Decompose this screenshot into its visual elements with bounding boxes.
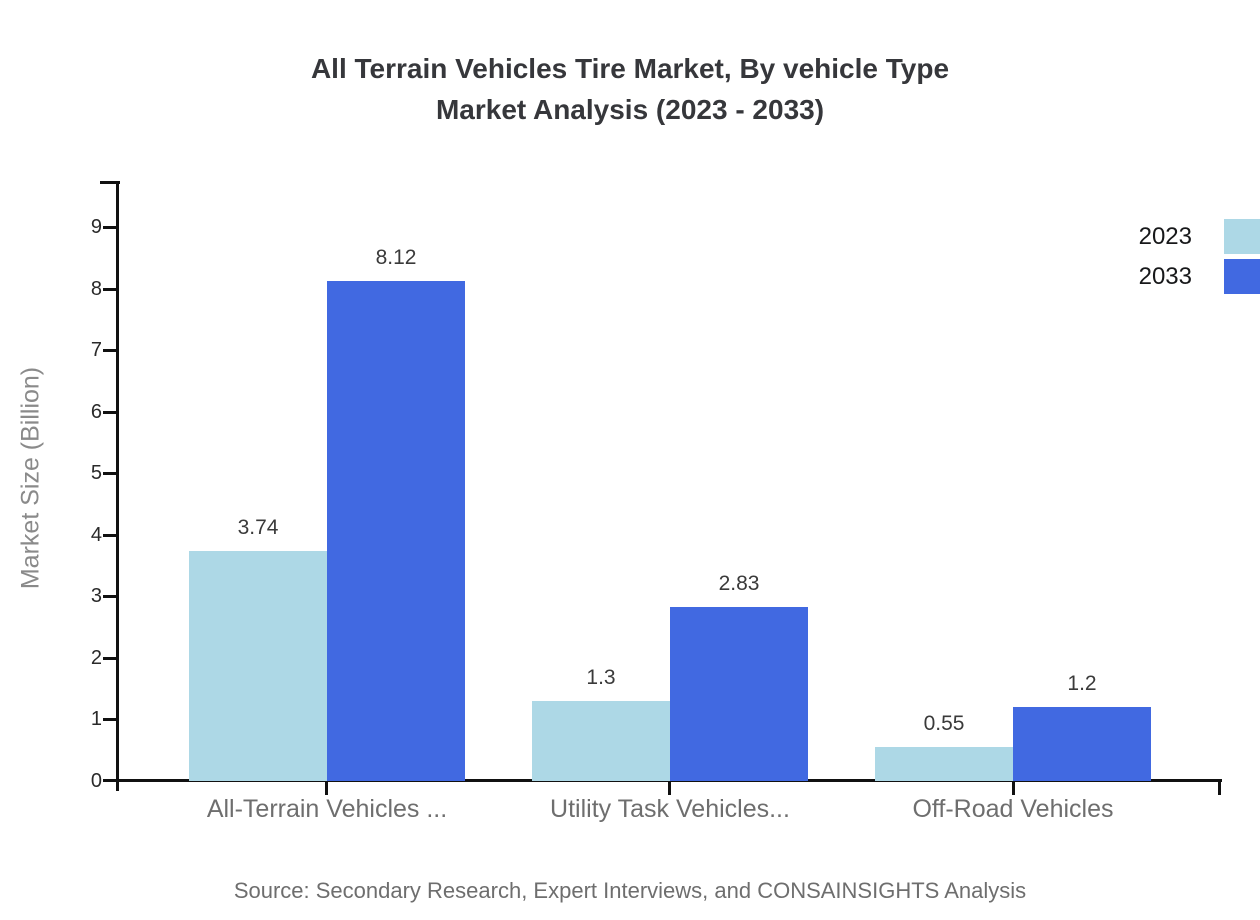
bar-value-label-2023-2: 0.55	[923, 712, 965, 735]
y-tick-4	[103, 534, 116, 537]
bar-value-label-2023-1: 1.3	[586, 666, 616, 689]
y-tick-label-1: 1	[90, 708, 102, 730]
chart-title-line2: Market Analysis (2023 - 2033)	[435, 94, 825, 125]
x-tick-0	[325, 779, 328, 795]
chart-title-line1: All Terrain Vehicles Tire Market, By veh…	[310, 53, 950, 84]
bar-2023-1[interactable]	[532, 701, 670, 781]
bar-2023-2[interactable]	[875, 747, 1013, 781]
bar-2033-0[interactable]	[327, 281, 465, 781]
y-tick-label-0: 0	[90, 770, 102, 792]
y-tick-6	[103, 411, 116, 414]
bar-value-label-2033-0: 8.12	[375, 246, 417, 269]
y-tick-2	[103, 657, 116, 660]
chart-title: All Terrain Vehicles Tire Market, By veh…	[0, 48, 1260, 130]
y-tick-9	[103, 226, 116, 229]
y-tick-label-3: 3	[90, 585, 102, 607]
y-axis-top-cap	[100, 181, 120, 184]
y-tick-label-8: 8	[90, 278, 102, 300]
bar-2033-1[interactable]	[670, 607, 808, 781]
y-tick-3	[103, 595, 116, 598]
x-axis-end-tick	[1218, 779, 1221, 795]
x-category-label-0: All-Terrain Vehicles ...	[206, 795, 448, 823]
y-tick-label-4: 4	[90, 524, 102, 546]
y-tick-8	[103, 288, 116, 291]
bar-2023-0[interactable]	[189, 551, 327, 781]
y-axis-line	[116, 182, 119, 791]
y-tick-1	[103, 718, 116, 721]
y-tick-label-2: 2	[90, 647, 102, 669]
x-tick-2	[1012, 779, 1015, 795]
x-category-label-2: Off-Road Vehicles	[912, 795, 1114, 823]
y-tick-label-5: 5	[90, 462, 102, 484]
source-note: Source: Secondary Research, Expert Inter…	[233, 878, 1027, 903]
x-category-label-1: Utility Task Vehicles...	[550, 795, 790, 823]
legend-label-2033[interactable]: 2033	[1138, 263, 1192, 290]
legend-swatch-2023[interactable]	[1224, 219, 1260, 254]
y-tick-5	[103, 472, 116, 475]
legend-label-2023[interactable]: 2023	[1138, 223, 1192, 250]
bar-2033-2[interactable]	[1013, 707, 1151, 781]
bar-value-label-2033-2: 1.2	[1067, 672, 1097, 695]
x-tick-1	[668, 779, 671, 795]
y-tick-label-7: 7	[90, 339, 102, 361]
bar-value-label-2023-0: 3.74	[237, 516, 279, 539]
y-tick-label-6: 6	[90, 401, 102, 423]
y-tick-label-9: 9	[90, 216, 102, 238]
legend-swatch-2033[interactable]	[1224, 259, 1260, 294]
bar-value-label-2033-1: 2.83	[718, 572, 760, 595]
y-tick-7	[103, 349, 116, 352]
